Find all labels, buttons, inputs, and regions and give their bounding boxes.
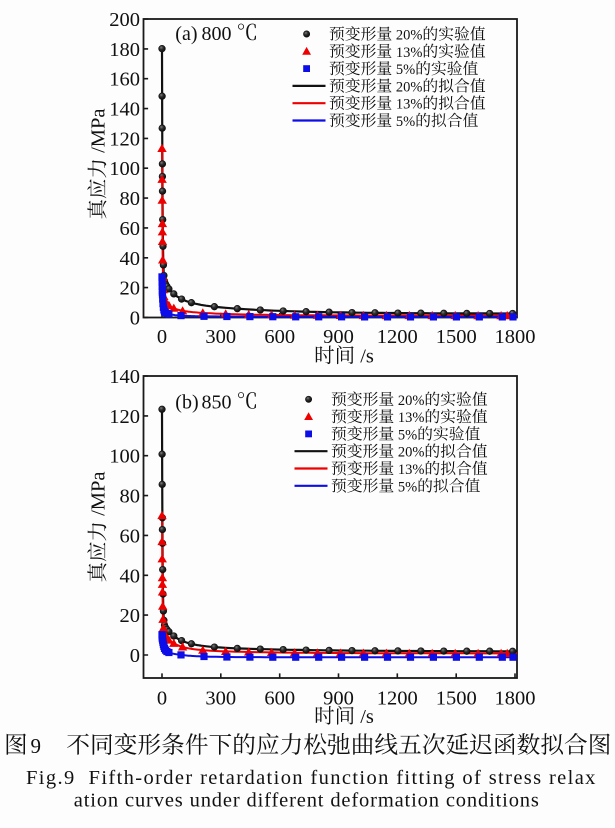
svg-text:1800: 1800 [495,688,536,710]
svg-text:(b): (b) [175,392,198,414]
svg-text:1200: 1200 [377,688,418,710]
svg-text:5%: 5% [392,114,415,130]
svg-text:5%: 5% [394,479,417,495]
svg-text:0: 0 [130,645,140,667]
svg-text:5%: 5% [392,62,415,78]
svg-text:20: 20 [120,605,141,627]
svg-text:13%: 13% [394,462,424,478]
svg-text:9: 9 [31,734,42,758]
svg-text:140: 140 [109,99,140,121]
svg-text:60: 60 [120,525,141,547]
svg-text:180: 180 [109,39,140,61]
svg-text:160: 160 [109,69,140,91]
svg-text:20%: 20% [392,28,422,44]
svg-text:850: 850 [202,392,232,414]
svg-text:40: 40 [120,248,141,270]
svg-text:40: 40 [120,565,141,587]
svg-text:0: 0 [130,308,140,330]
svg-text:1800: 1800 [495,326,536,348]
svg-text:600: 600 [264,688,295,710]
svg-text:20%: 20% [394,445,424,461]
svg-text:100: 100 [109,446,140,468]
svg-text:120: 120 [109,406,140,428]
svg-text:140: 140 [109,366,140,388]
svg-text:13%: 13% [392,45,422,61]
svg-text:1500: 1500 [436,326,477,348]
svg-text:600: 600 [264,326,295,348]
svg-text:1500: 1500 [436,688,477,710]
svg-text:80: 80 [120,188,141,210]
svg-text:20: 20 [120,278,141,300]
svg-text:/s: /s [360,706,374,728]
svg-text:80: 80 [120,486,141,508]
svg-text:5%: 5% [394,427,417,443]
svg-text:Fig.9 Fifth-order retardation: Fig.9 Fifth-order retardation function f… [26,767,597,789]
svg-text:120: 120 [109,128,140,150]
svg-text:/MPa: /MPa [88,471,110,515]
svg-text:300: 300 [205,688,236,710]
svg-text:/s: /s [360,346,374,368]
svg-text:60: 60 [120,218,141,240]
svg-text:20%: 20% [392,79,422,95]
svg-text:100: 100 [109,158,140,180]
svg-text:300: 300 [205,326,236,348]
svg-text:/MPa: /MPa [88,108,110,152]
svg-text:1200: 1200 [377,326,418,348]
svg-text:900: 900 [323,326,354,348]
svg-text:ation curves under different d: ation curves under different deformation… [74,790,540,812]
svg-text:900: 900 [323,688,354,710]
svg-text:0: 0 [157,688,167,710]
svg-text:13%: 13% [394,410,424,426]
svg-text:0: 0 [157,326,167,348]
svg-text:800: 800 [202,23,232,45]
svg-text:20%: 20% [394,393,424,409]
svg-text:(a): (a) [175,23,197,45]
svg-text:200: 200 [109,9,140,31]
svg-text:13%: 13% [392,97,422,113]
